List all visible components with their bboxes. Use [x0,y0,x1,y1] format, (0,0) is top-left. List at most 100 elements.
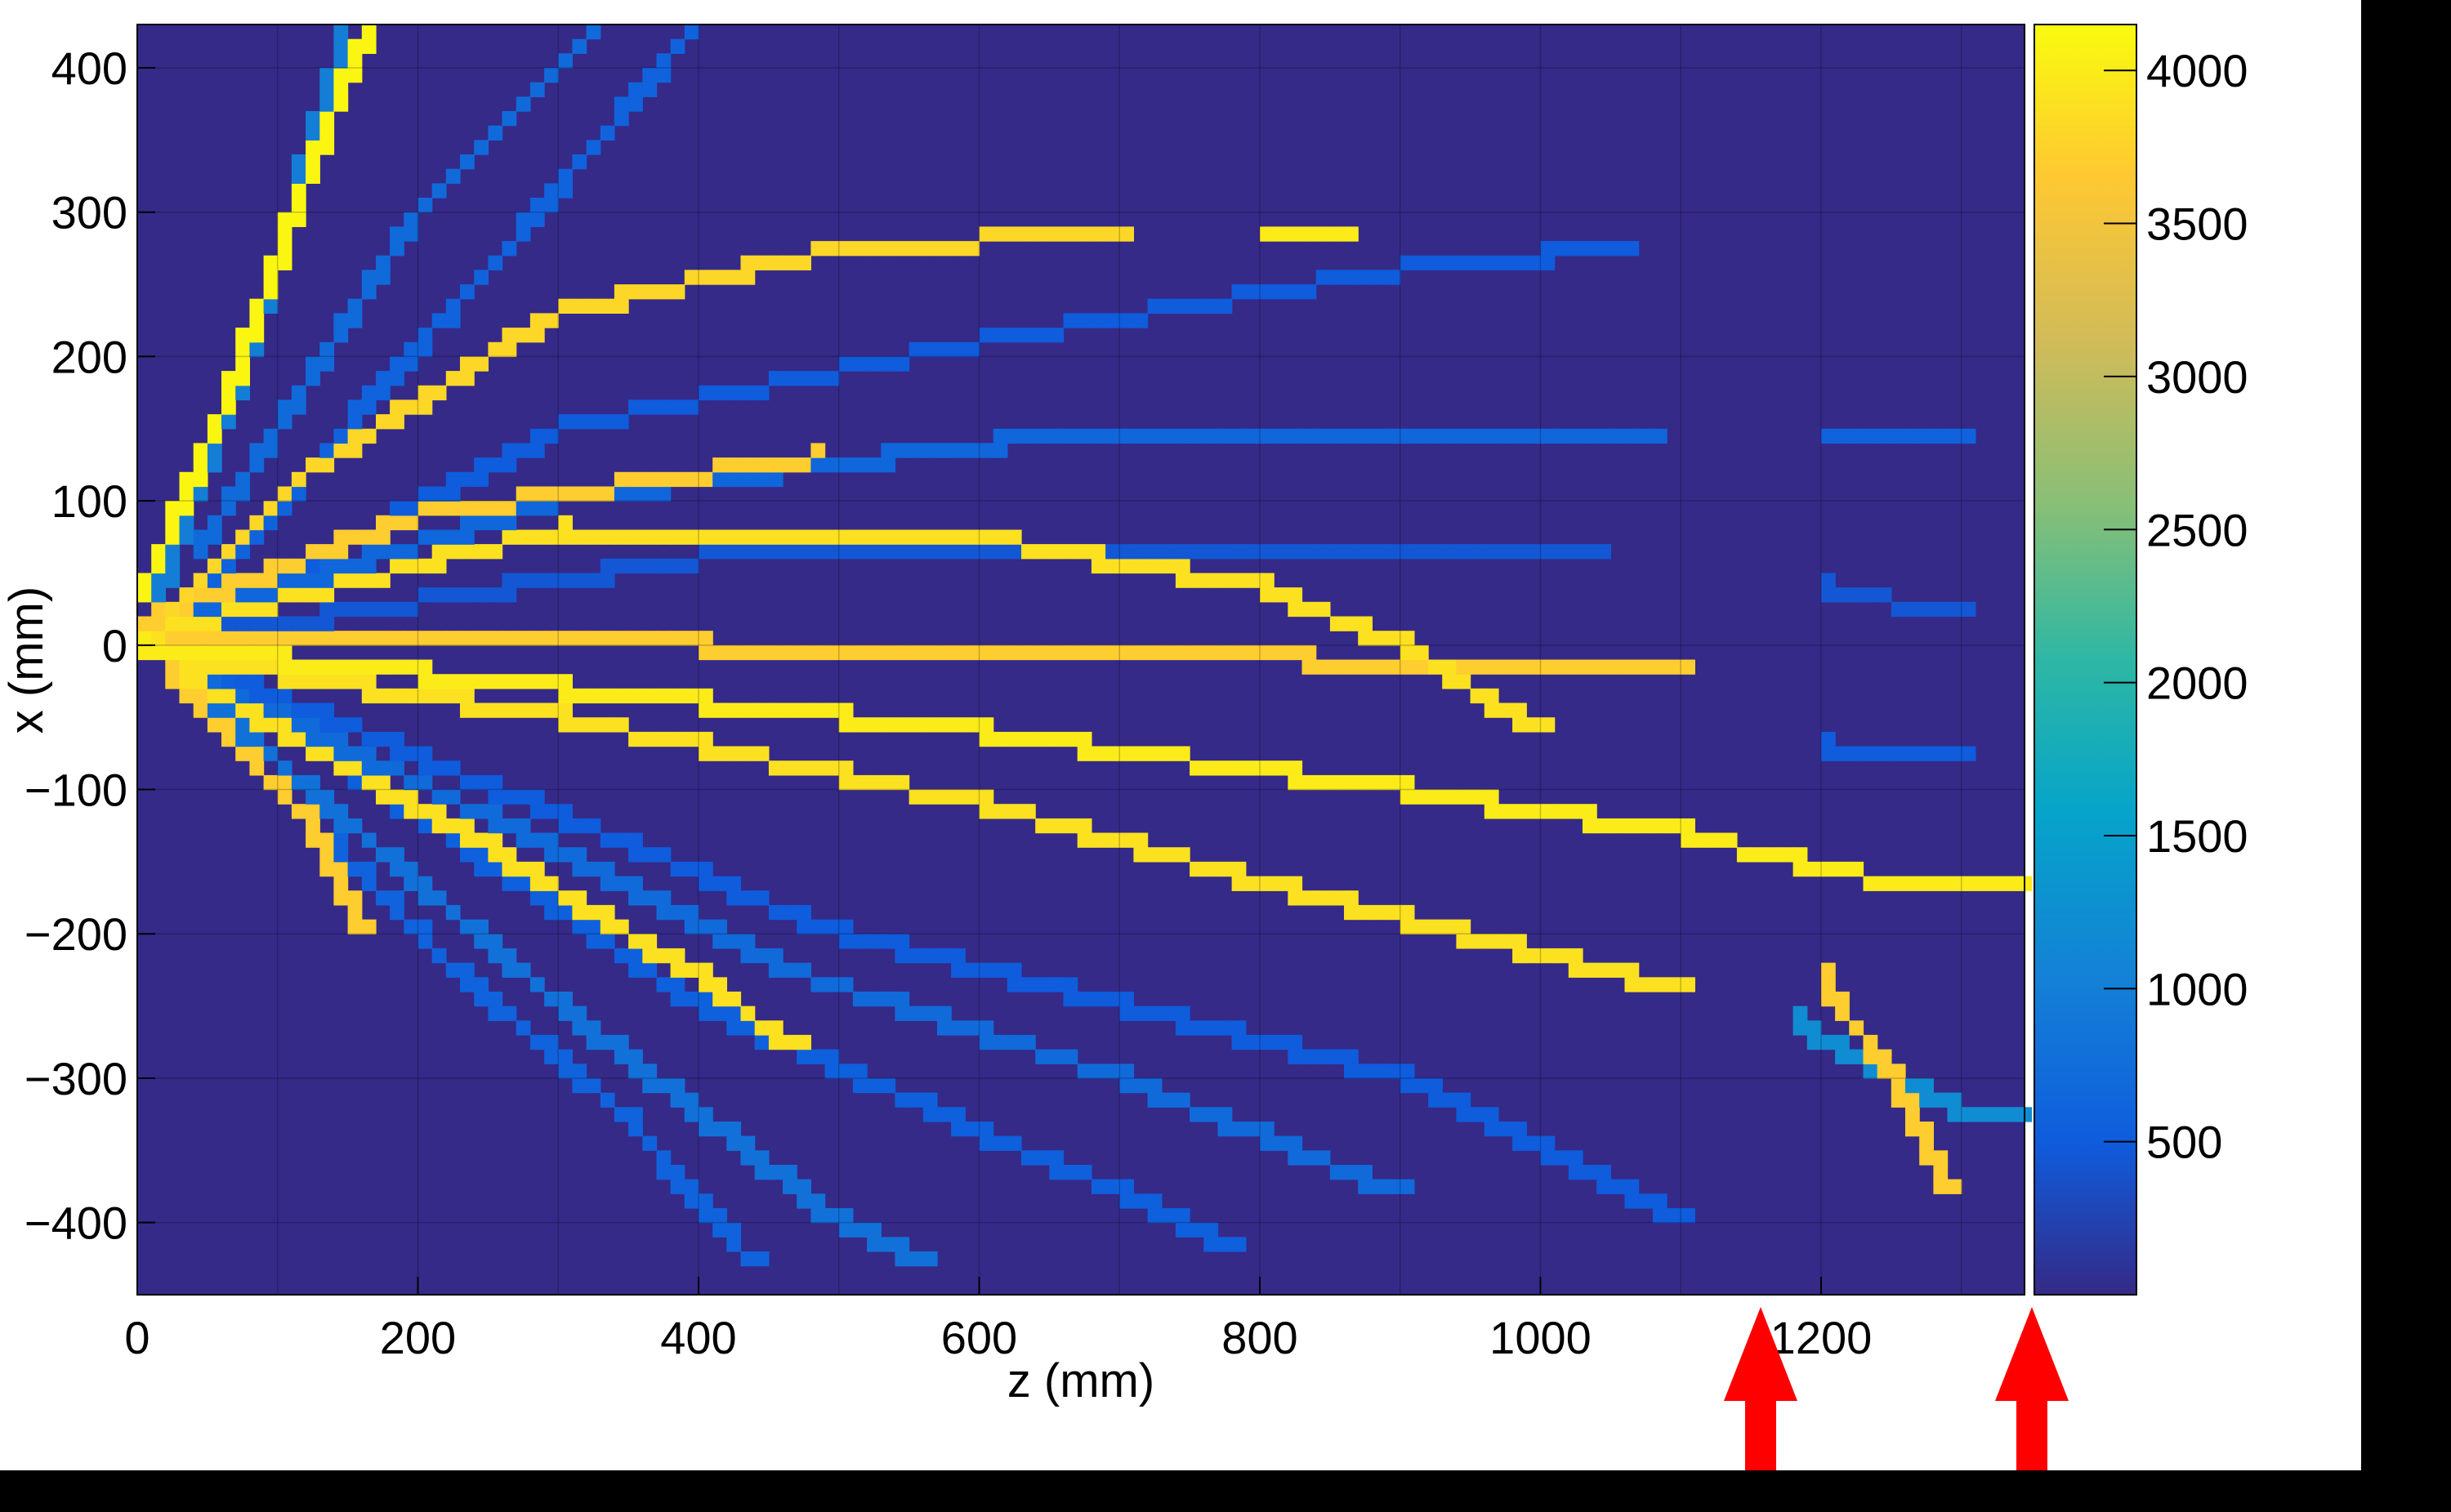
colorbar-tick-label: 4000 [2146,45,2248,96]
heatmap-cell [1063,226,1078,242]
heatmap-cell [1358,428,1373,444]
heatmap-cell [1638,659,1654,675]
heatmap-cell [670,1179,685,1194]
heatmap-cell [306,356,320,372]
heatmap-cell [431,631,447,646]
heatmap-cell [1175,1092,1190,1108]
heatmap-cell [460,154,475,170]
heatmap-cell [1147,1193,1163,1209]
heatmap-cell [1792,861,1808,877]
heatmap-cell [1736,847,1752,863]
heatmap-cell [1301,428,1317,444]
heatmap-cell [376,414,391,430]
heatmap-cell [1413,644,1429,661]
heatmap-cell [1231,544,1247,560]
heatmap-cell [838,1222,854,1238]
heatmap-cell [333,443,349,458]
heatmap-cells [137,25,2033,1267]
heatmap-cell [347,919,363,934]
heatmap-cell [867,774,882,791]
heatmap-cell [1035,544,1050,560]
heatmap-cell [656,529,672,545]
heatmap-cell [1526,255,1542,270]
heatmap-cell [445,544,461,560]
heatmap-cell [1105,644,1120,661]
heatmap-cell [572,890,587,906]
heatmap-cell [1512,934,1527,949]
heatmap-cell [1498,255,1513,270]
heatmap-cell [333,717,349,733]
heatmap-cell [333,328,349,343]
heatmap-cell [642,847,658,863]
heatmap-cell [488,515,503,531]
heatmap-cell [235,544,250,560]
heatmap-cell [460,631,475,646]
heatmap-cell [1624,428,1640,444]
heatmap-cell [881,934,896,949]
heatmap-cell [993,226,1008,242]
heatmap-cell [1147,1208,1163,1224]
heatmap-cell [1231,1122,1247,1137]
heatmap-cell [1358,544,1373,560]
heatmap-cell [1638,428,1654,444]
heatmap-cell [249,702,265,718]
heatmap-cell [699,1193,713,1209]
heatmap-cell [1498,702,1513,718]
heatmap-cell [1344,226,1359,242]
heatmap-cell [431,674,447,689]
heatmap-cell [1260,1122,1275,1137]
heatmap-cell [838,760,854,776]
heatmap-cell [333,544,349,560]
heatmap-cell [306,168,320,184]
heatmap-cell [614,1107,629,1122]
heatmap-cell [1975,876,1990,891]
heatmap-cell [516,962,531,978]
heatmap-cell [1119,1179,1134,1194]
heatmap-cell [951,789,966,805]
heatmap-cell [333,760,349,776]
heatmap-cell [193,443,208,458]
heatmap-cell [642,934,658,949]
heatmap-cell [1863,428,1878,444]
heatmap-cell [306,746,320,761]
heatmap-cell [895,544,910,560]
heatmap-cell [488,702,503,718]
heatmap-cell [404,212,419,227]
heatmap-cell [2003,876,2018,891]
heatmap-cell [1329,428,1345,444]
heatmap-cell [797,644,811,661]
heatmap-cell [1190,544,1204,560]
heatmap-cell [993,529,1008,545]
heatmap-cell [1329,659,1345,675]
heatmap-cell [1624,1179,1640,1194]
heatmap-cell [1245,760,1261,776]
heatmap-cell [263,774,279,791]
heatmap-cell [263,587,279,603]
heatmap-cell [726,890,742,906]
heatmap-cell [529,82,545,97]
heatmap-cell [1877,1049,1892,1064]
heatmap-cell [558,53,573,69]
heatmap-cell [1344,1049,1359,1064]
heatmap-cell [1583,962,1597,978]
red-arrow-left [1724,1307,1797,1470]
heatmap-cell [1835,991,1850,1007]
heatmap-cell [740,746,756,761]
heatmap-cell [909,544,924,560]
heatmap-cell [670,1165,685,1180]
heatmap-cell [1526,1135,1542,1151]
heatmap-cell [445,832,461,848]
heatmap-cell [516,573,531,588]
heatmap-cell [656,399,672,415]
heatmap-cell [361,876,377,891]
heatmap-cell [1217,573,1233,588]
heatmap-cell [277,688,292,704]
heatmap-cell [1821,1034,1836,1050]
heatmap-cell [726,1237,742,1252]
heatmap-cell [1470,934,1485,949]
heatmap-cell [1161,298,1176,314]
heatmap-cell [1315,428,1331,444]
heatmap-cell [670,962,685,978]
heatmap-cell [1933,1092,1949,1108]
heatmap-cell [417,919,433,934]
